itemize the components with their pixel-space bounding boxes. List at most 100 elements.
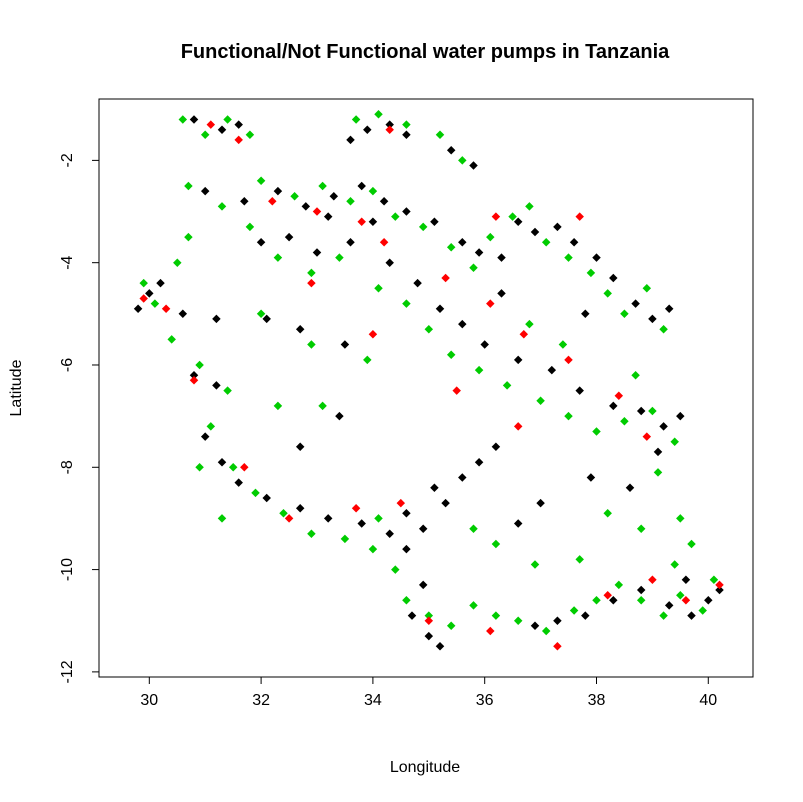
data-point (659, 611, 668, 620)
data-point (530, 560, 540, 569)
data-point (497, 253, 506, 262)
data-point (676, 514, 685, 523)
data-point (636, 585, 646, 595)
data-point (200, 130, 210, 140)
data-point (458, 473, 467, 482)
data-point (234, 478, 243, 487)
data-point (402, 299, 411, 308)
y-tick-label: -8 (59, 460, 76, 474)
data-point (553, 222, 562, 232)
data-point (374, 514, 383, 523)
data-point (486, 299, 495, 308)
data-point (648, 314, 657, 324)
data-point (469, 263, 478, 273)
data-point (508, 212, 517, 221)
data-point (491, 611, 501, 620)
data-point (217, 457, 227, 467)
data-point (418, 580, 428, 590)
data-point (648, 575, 657, 585)
data-point (212, 314, 221, 324)
data-point (698, 606, 707, 615)
data-point (385, 258, 394, 267)
data-point (653, 468, 663, 477)
data-point (402, 207, 411, 216)
data-point (575, 212, 584, 221)
data-point (379, 237, 389, 247)
data-point (189, 115, 199, 124)
data-point (273, 186, 283, 196)
data-point (525, 319, 534, 329)
data-point (256, 237, 266, 247)
data-point (391, 565, 400, 574)
data-point (329, 191, 339, 201)
data-point (614, 580, 624, 590)
data-point (402, 130, 411, 140)
data-point (413, 278, 422, 288)
data-point (603, 509, 612, 518)
data-point (139, 294, 148, 303)
data-point (346, 237, 355, 247)
data-point (530, 227, 540, 237)
data-point (446, 621, 456, 631)
data-point (295, 503, 305, 513)
chart-title: Functional/Not Functional water pumps in… (181, 41, 670, 63)
data-point (458, 237, 467, 247)
data-point (435, 642, 445, 651)
data-point (446, 350, 456, 360)
data-point (256, 309, 266, 319)
data-point (212, 381, 221, 390)
data-point (357, 519, 366, 528)
data-point (368, 217, 378, 227)
data-point (385, 125, 394, 134)
data-point (636, 596, 646, 605)
data-point (301, 202, 311, 211)
data-point (636, 406, 646, 416)
data-point (217, 202, 227, 211)
data-point (502, 381, 512, 390)
data-point (256, 176, 266, 186)
x-axis-label: Longitude (390, 759, 460, 776)
data-point (240, 463, 249, 472)
data-point (513, 519, 523, 528)
data-point (295, 324, 305, 334)
data-point (312, 248, 322, 257)
y-tick-label: -6 (59, 358, 76, 372)
data-point (240, 197, 249, 206)
data-point (418, 524, 428, 533)
data-point (418, 222, 428, 232)
data-point (228, 463, 238, 472)
data-point (368, 186, 378, 196)
data-point (351, 503, 361, 513)
data-point (424, 611, 434, 620)
data-point (687, 611, 696, 620)
data-point (530, 621, 540, 631)
data-point (709, 575, 719, 585)
data-point (474, 365, 484, 375)
data-point (614, 391, 624, 400)
data-point (357, 181, 366, 191)
data-point (491, 442, 501, 452)
data-point (659, 422, 668, 431)
data-point (586, 473, 596, 482)
data-point (178, 115, 188, 124)
data-point (676, 590, 685, 600)
data-point (469, 161, 478, 170)
data-point (312, 207, 322, 216)
data-point (424, 616, 434, 625)
data-point (676, 411, 685, 421)
data-point (564, 355, 573, 365)
data-point (368, 544, 378, 554)
data-point (262, 493, 271, 503)
data-point (217, 125, 227, 134)
data-point (659, 324, 668, 334)
y-axis-label: Latitude (8, 359, 25, 416)
data-point (363, 355, 372, 365)
data-point (441, 498, 450, 508)
data-point (385, 120, 394, 129)
data-point (525, 202, 534, 211)
data-point (368, 330, 378, 339)
data-point (279, 509, 288, 518)
x-tick-label: 30 (140, 692, 158, 709)
data-point (603, 590, 612, 600)
data-point (474, 248, 484, 257)
